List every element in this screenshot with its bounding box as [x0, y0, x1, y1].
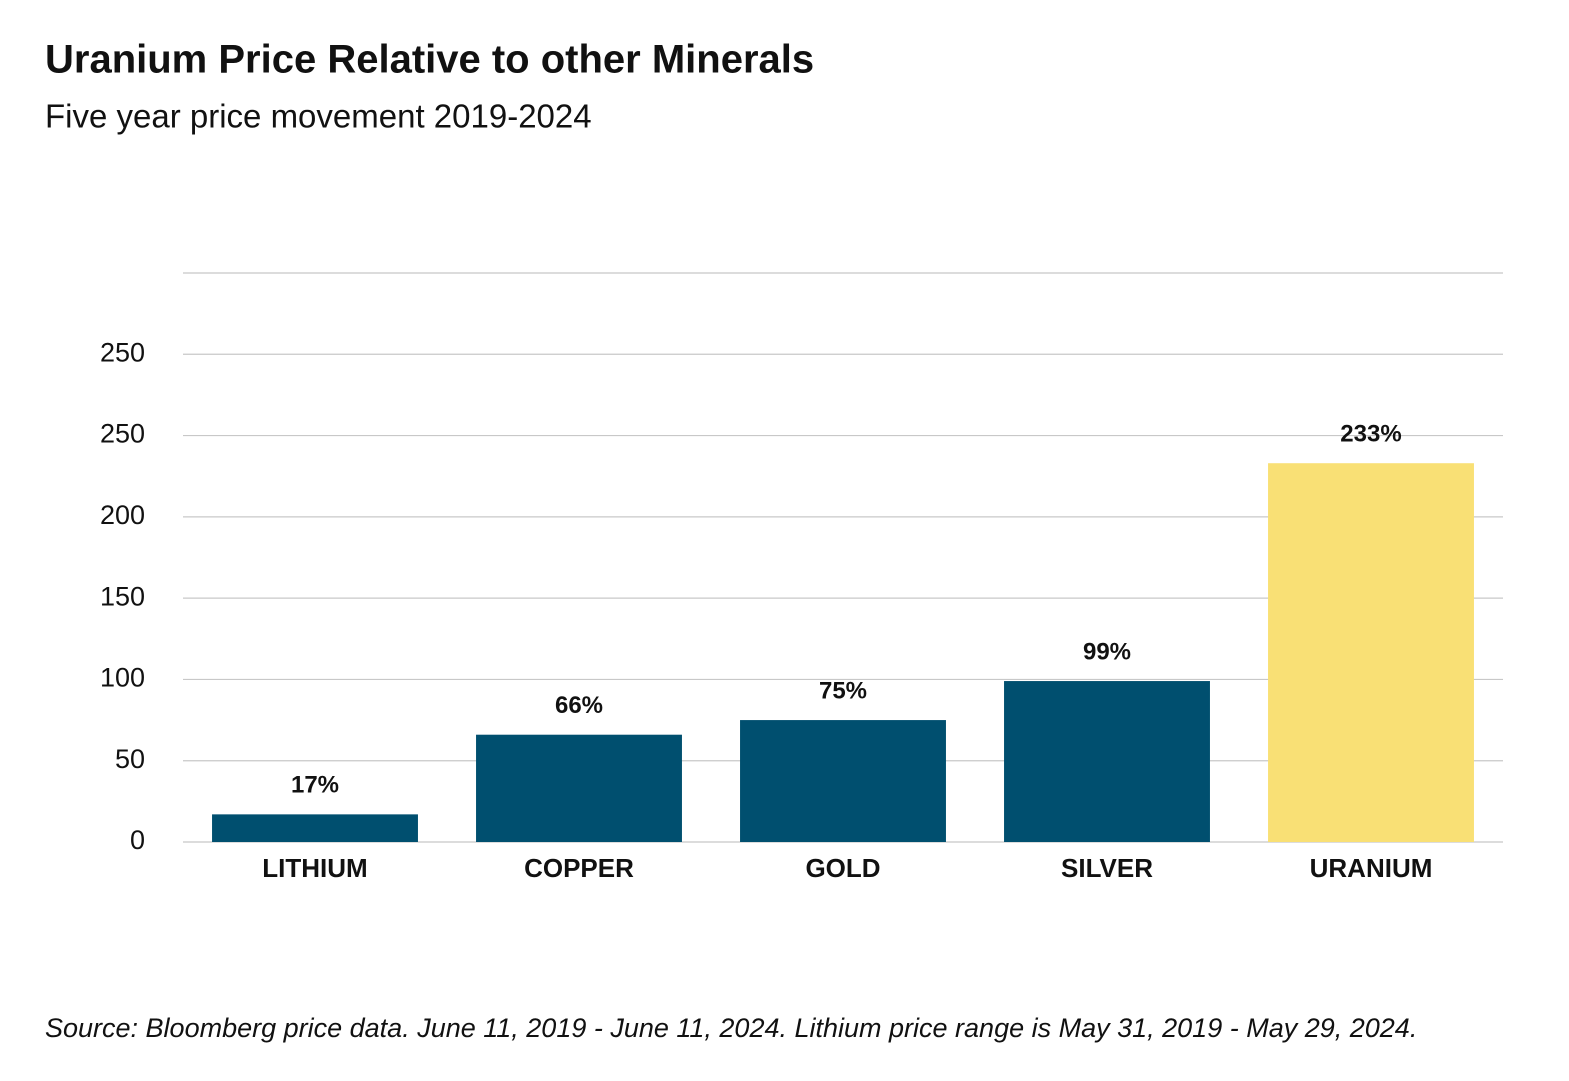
- x-tick-label: SILVER: [1061, 853, 1153, 883]
- y-tick-label: 0: [130, 825, 145, 855]
- data-label: 66%: [555, 692, 603, 719]
- y-tick-label: 150: [100, 581, 145, 611]
- y-tick-label: 100: [100, 663, 145, 693]
- chart-subtitle: Five year price movement 2019-2024: [45, 98, 592, 135]
- source-note: Source: Bloomberg price data. June 11, 2…: [45, 1013, 1417, 1043]
- x-tick-label: COPPER: [524, 853, 634, 883]
- bar: [212, 814, 418, 842]
- y-tick-label: 200: [100, 500, 145, 530]
- y-tick-label: 250: [100, 337, 145, 367]
- x-tick-label: GOLD: [805, 853, 880, 883]
- bar: [1268, 463, 1474, 842]
- x-tick-label: URANIUM: [1310, 853, 1433, 883]
- y-tick-label: 250: [100, 419, 145, 449]
- x-tick-label: LITHIUM: [262, 853, 367, 883]
- y-tick-label: 50: [115, 744, 145, 774]
- bar: [1004, 681, 1210, 842]
- data-label: 17%: [291, 772, 339, 799]
- data-label: 233%: [1340, 421, 1401, 448]
- data-label: 99%: [1083, 638, 1131, 665]
- chart-title: Uranium Price Relative to other Minerals: [45, 38, 814, 82]
- bar: [740, 720, 946, 842]
- data-label: 75%: [819, 677, 867, 704]
- bar: [476, 734, 682, 842]
